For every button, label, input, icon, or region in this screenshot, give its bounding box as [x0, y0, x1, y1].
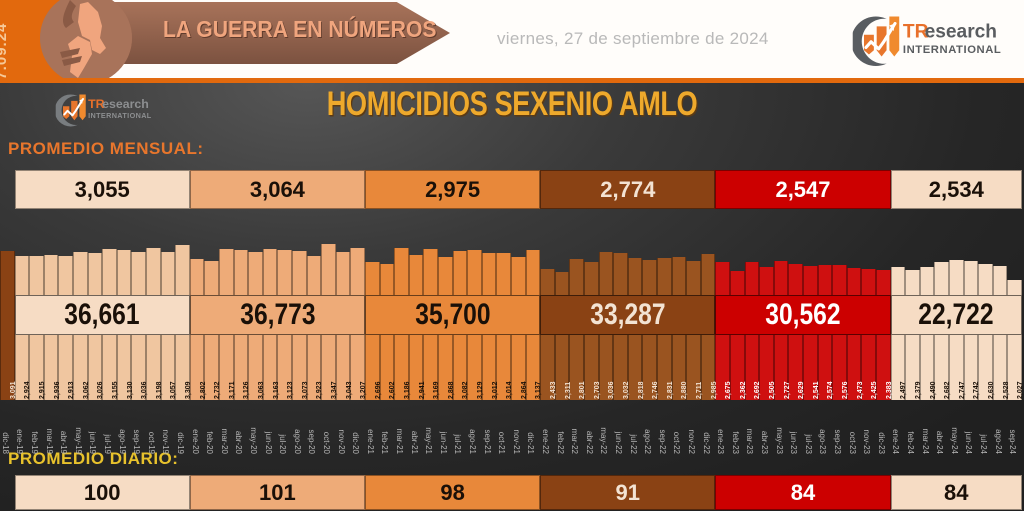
- svg-text:esearch: esearch: [925, 22, 997, 43]
- svg-text:INTERNATIONAL: INTERNATIONAL: [903, 44, 1001, 56]
